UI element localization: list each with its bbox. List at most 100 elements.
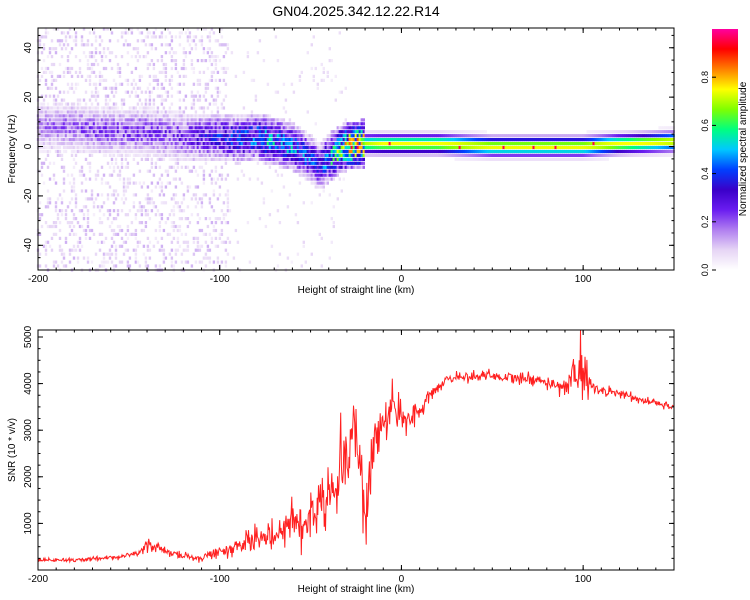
spectrogram-cell bbox=[258, 118, 262, 122]
spectrogram-cell bbox=[172, 228, 176, 233]
spectrogram-cell bbox=[184, 114, 188, 118]
spectrogram-cell bbox=[510, 145, 513, 150]
spectrogram-cell bbox=[248, 145, 252, 150]
spectrogram-cell bbox=[110, 118, 114, 122]
spectrogram-cell bbox=[646, 149, 649, 154]
spectrogram-cell bbox=[310, 157, 313, 161]
spectrogram-cell bbox=[506, 153, 509, 157]
spectrogram-cell bbox=[350, 142, 353, 146]
spectrogram-cell bbox=[190, 122, 194, 126]
spectrogram-cell bbox=[302, 165, 305, 169]
spectrogram-cell bbox=[148, 130, 152, 134]
spectrogram-cell bbox=[448, 138, 451, 142]
spectrogram-cell bbox=[212, 224, 216, 229]
spectrogram-cell bbox=[218, 43, 222, 47]
spectrogram-cell bbox=[340, 157, 343, 161]
spectrogram-cell bbox=[164, 169, 168, 173]
spectrogram-cell bbox=[156, 122, 160, 126]
spectrogram-cell bbox=[568, 142, 571, 146]
spectrogram-cell bbox=[188, 153, 192, 157]
spectrogram-cell bbox=[90, 43, 94, 47]
spectrogram-cell bbox=[108, 165, 112, 169]
spectrogram-cell bbox=[234, 161, 238, 165]
spectrogram-cell bbox=[228, 145, 232, 150]
spectrogram-cell bbox=[622, 149, 625, 154]
spectrogram-cell bbox=[602, 157, 605, 161]
spectrogram-cell bbox=[292, 157, 296, 161]
spectrogram-cell bbox=[238, 118, 242, 122]
spectrogram-cell bbox=[278, 142, 282, 146]
spectrogram-cell bbox=[204, 217, 208, 221]
spectrogram-cell bbox=[252, 153, 256, 157]
spectrogram-cell bbox=[664, 126, 667, 130]
spectrogram-cell bbox=[214, 62, 218, 67]
spectrogram-cell bbox=[602, 138, 605, 142]
spectrogram-cell bbox=[338, 169, 341, 173]
spectrogram-cell bbox=[418, 138, 421, 142]
spectrogram-cell bbox=[318, 177, 321, 181]
spectrogram-cell bbox=[144, 43, 148, 47]
spectrogram-cell bbox=[208, 130, 212, 134]
spectrogram-cell bbox=[328, 145, 331, 150]
spectrogram-cell bbox=[278, 134, 282, 138]
spectrogram-cell bbox=[50, 74, 54, 78]
spectrogram-cell bbox=[152, 142, 156, 146]
spectrogram-cell bbox=[120, 260, 124, 264]
spectrogram-cell bbox=[134, 149, 138, 154]
spectrogram-cell bbox=[76, 244, 80, 248]
spectrogram-cell bbox=[208, 134, 212, 138]
spectrogram-cell bbox=[214, 98, 218, 102]
spectrogram-cell bbox=[292, 142, 296, 146]
spectrogram-cell bbox=[656, 149, 659, 154]
spectrogram-cell bbox=[256, 145, 260, 150]
spectrogram-cell bbox=[76, 134, 80, 138]
spectrogram-cell bbox=[194, 193, 198, 197]
spectrogram-cell bbox=[168, 122, 172, 126]
spectrogram-cell bbox=[110, 110, 114, 114]
spectrogram-cell bbox=[210, 114, 214, 118]
spectrogram-cell bbox=[484, 130, 487, 134]
spectrogram-cell bbox=[250, 130, 254, 134]
spectrogram-cell bbox=[84, 138, 88, 142]
spectrogram-cell bbox=[282, 145, 286, 150]
spectrogram-cell bbox=[124, 27, 128, 31]
spectrogram-cell bbox=[152, 138, 156, 142]
spectrogram-cell bbox=[126, 82, 130, 86]
spectrogram-cell bbox=[266, 118, 270, 122]
spectrogram-cell bbox=[598, 142, 601, 146]
spectrogram-cell bbox=[222, 118, 226, 122]
spectrogram-cell bbox=[472, 142, 475, 146]
spectrogram-cell bbox=[518, 142, 521, 146]
spectrogram-cell bbox=[202, 173, 206, 177]
spectrogram-cell bbox=[190, 138, 194, 142]
spectrogram-cell bbox=[246, 51, 250, 55]
spectrogram-cell bbox=[74, 110, 78, 114]
spectrogram-cell bbox=[462, 149, 465, 154]
spectrogram-cell bbox=[218, 118, 222, 122]
spectrogram-cell bbox=[664, 134, 667, 138]
spectrogram-cell bbox=[224, 66, 228, 71]
spectrogram-cell bbox=[432, 149, 435, 154]
spectrogram-cell bbox=[310, 153, 313, 157]
spectrogram-cell bbox=[242, 130, 246, 134]
spectrogram-cell bbox=[124, 185, 128, 189]
spectrogram-cell bbox=[170, 130, 174, 134]
spectrogram-cell bbox=[224, 43, 228, 47]
spectrogram-cell bbox=[176, 205, 180, 209]
spectrogram-cell bbox=[172, 59, 176, 63]
spectrogram-cell bbox=[322, 149, 325, 154]
spectrogram-cell bbox=[306, 142, 309, 146]
spectrogram-cell bbox=[342, 122, 345, 126]
spectrogram-cell bbox=[104, 138, 108, 142]
spectrogram-cell bbox=[150, 165, 154, 169]
spectrogram-cell bbox=[44, 221, 48, 225]
spectrogram-cell bbox=[260, 138, 264, 142]
spectrogram-cell bbox=[216, 130, 220, 134]
spectrogram-cell bbox=[256, 161, 260, 165]
spectrogram-cell bbox=[120, 106, 124, 110]
spectrogram-cell bbox=[74, 118, 78, 122]
spectrogram-cell bbox=[160, 102, 164, 106]
spectrogram-cell bbox=[152, 153, 156, 157]
spectrogram-cell bbox=[160, 138, 164, 142]
spectrogram-cell bbox=[230, 118, 234, 122]
